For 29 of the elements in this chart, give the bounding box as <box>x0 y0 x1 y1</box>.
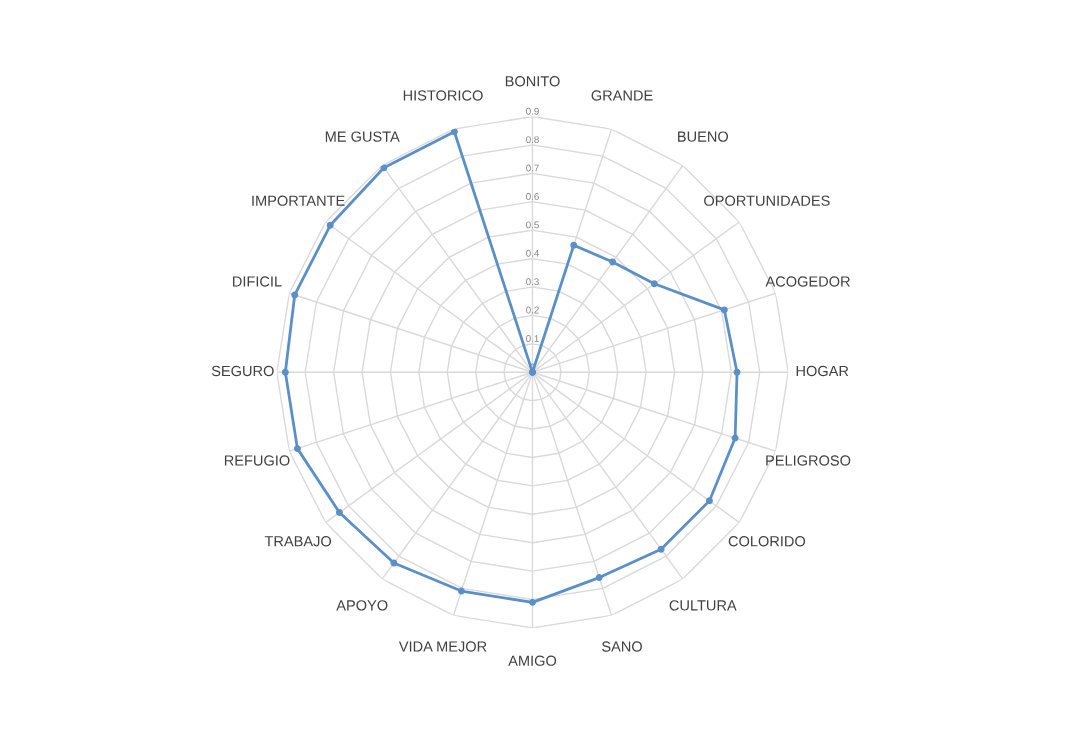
y-tick-label: 0.5 <box>526 221 539 229</box>
spoke-label: AMIGO <box>508 655 557 666</box>
spoke-label: OPORTUNIDADES <box>704 195 830 206</box>
y-tick-label: 0.4 <box>526 249 539 257</box>
spoke-label: VIDA MEJOR <box>398 641 487 652</box>
spoke-label: CULTURA <box>669 600 737 611</box>
spoke-label: BONITO <box>505 76 560 87</box>
y-tick-label: 0.7 <box>526 164 539 172</box>
spoke-label: ACOGEDOR <box>765 276 850 287</box>
spoke-label: HOGAR <box>796 365 849 377</box>
y-tick-label: 0.1 <box>526 335 539 342</box>
spoke-label: TRABAJO <box>264 536 332 547</box>
spoke-label: GRANDE <box>591 90 653 101</box>
y-tick-label: 0.3 <box>526 278 539 286</box>
spoke-label: SANO <box>602 641 642 652</box>
y-tick-label: 0.8 <box>526 136 539 144</box>
spoke-label: ME GUSTA <box>325 131 400 142</box>
spoke-label: BUENO <box>678 131 729 142</box>
spoke-label: COLORIDO <box>728 536 806 547</box>
spoke-label: DIFICIL <box>233 276 282 287</box>
spoke-label: APOYO <box>336 600 388 611</box>
spoke-label: IMPORTANTE <box>252 195 345 206</box>
y-tick-label: 0.2 <box>526 306 539 314</box>
y-tick-label: 0.6 <box>526 192 539 200</box>
y-tick-label: 0.9 <box>526 107 539 115</box>
spoke-label: PELIGROSO <box>766 455 851 466</box>
spoke-label: SEGURO <box>211 365 274 377</box>
spoke-label: REFUGIO <box>224 455 290 466</box>
spoke-label: HISTORICO <box>403 90 483 101</box>
